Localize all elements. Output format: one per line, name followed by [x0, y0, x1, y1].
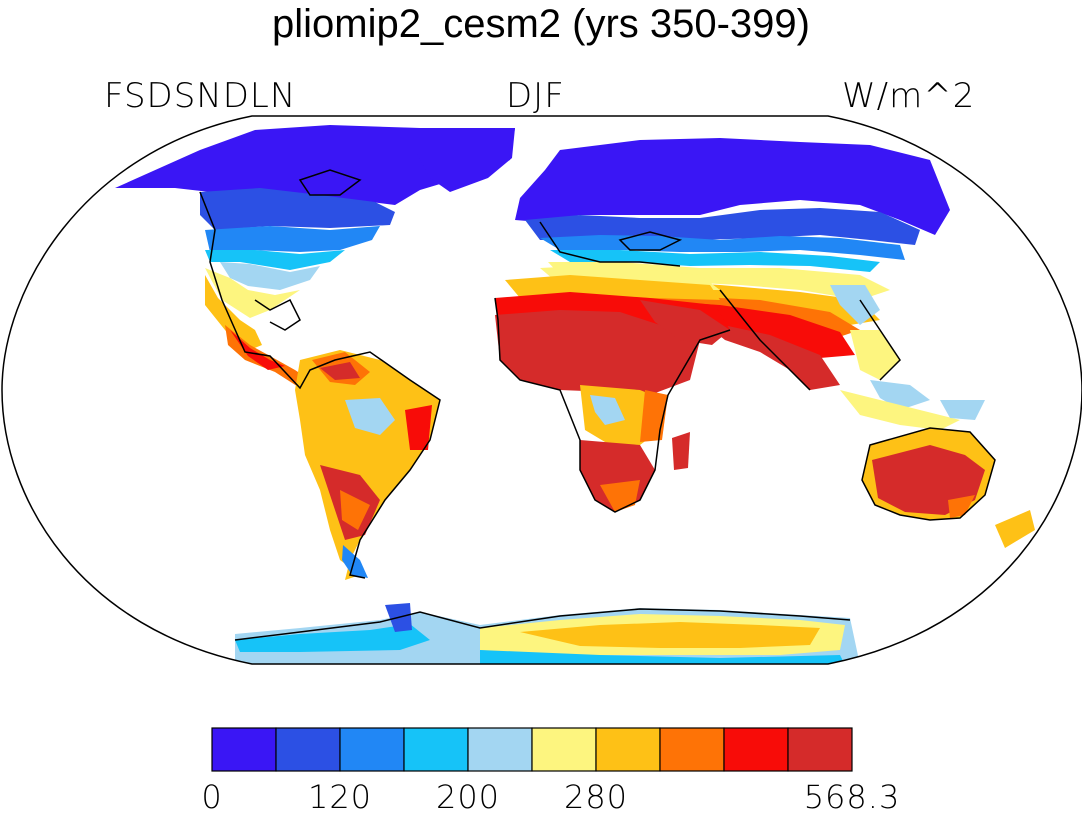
- greenland-region: [415, 128, 515, 192]
- colorbar-box-5: [531, 727, 597, 772]
- map-boundary: [1, 115, 1082, 665]
- colorbar-tick-568-3: 568.3: [803, 778, 901, 816]
- australia-region: [862, 428, 1035, 548]
- map-title: pliomip2_cesm2 (yrs 350-399): [271, 2, 810, 46]
- colorbar-box-8: [723, 727, 789, 772]
- colorbar-box-3: [403, 727, 469, 772]
- colorbar-box-0: [211, 727, 277, 772]
- south-america-region: [295, 350, 440, 580]
- colorbar-box-4: [467, 727, 533, 772]
- colorbar-tick-120: 120: [307, 778, 373, 816]
- map-fill-layer: [115, 125, 1035, 664]
- antarctica-region: [235, 603, 860, 664]
- season-label: DJF: [506, 76, 565, 116]
- north-america-region: [115, 125, 515, 388]
- colorbar-box-2: [339, 727, 405, 772]
- colorbar-tick-280: 280: [563, 778, 629, 816]
- units-label: W/m^2: [842, 76, 976, 116]
- coastlines: [199, 169, 996, 641]
- colorbar-box-7: [659, 727, 725, 772]
- colorbar-box-6: [595, 727, 661, 772]
- colorbar-box-9: [787, 727, 853, 772]
- colorbar-tick-0: 0: [201, 778, 223, 816]
- variable-label: FSDSNDLN: [104, 76, 297, 116]
- africa-region: [495, 265, 730, 512]
- colorbar-box-1: [275, 727, 341, 772]
- colorbar-boxes: [211, 727, 853, 772]
- colorbar-tick-200: 200: [435, 778, 501, 816]
